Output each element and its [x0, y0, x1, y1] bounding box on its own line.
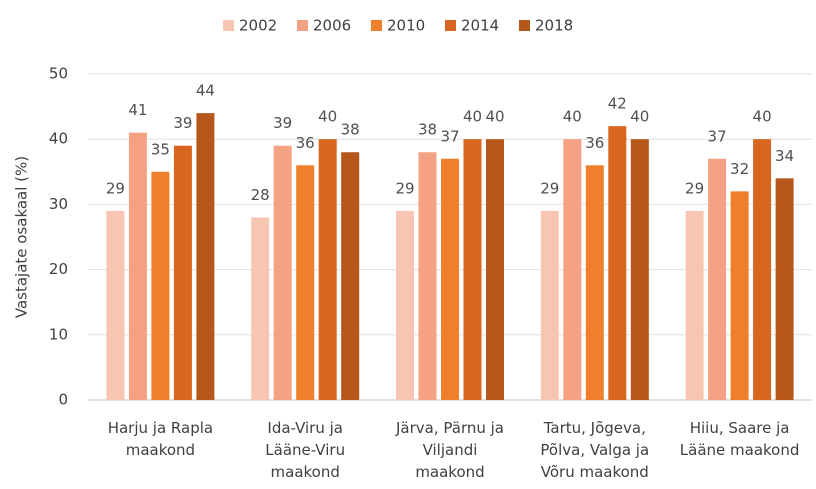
data-label: 40 — [318, 108, 337, 126]
data-label: 38 — [418, 121, 437, 139]
data-label: 40 — [753, 108, 772, 126]
legend-swatch — [445, 20, 456, 31]
bar — [708, 158, 727, 400]
bar — [585, 165, 604, 400]
y-tick-label: 50 — [49, 65, 68, 83]
x-tick-label: Hiiu, Saare ja Lääne maakond — [680, 419, 800, 459]
bar — [396, 210, 414, 400]
data-label: 40 — [485, 108, 504, 126]
data-label: 29 — [685, 179, 704, 197]
data-label: 29 — [395, 179, 414, 197]
data-label: 29 — [540, 179, 559, 197]
bar — [106, 210, 125, 400]
data-label: 39 — [173, 114, 192, 132]
bar — [273, 145, 292, 400]
bar — [463, 139, 482, 400]
data-label: 38 — [341, 121, 360, 139]
x-tick-label: Järva, Pärnu ja Viljandi maakond — [395, 419, 504, 481]
bar — [540, 210, 559, 400]
data-label: 34 — [775, 147, 794, 165]
bar — [418, 152, 437, 400]
bar — [128, 132, 147, 400]
y-axis-label: Vastajate osakaal (%) — [13, 156, 31, 318]
x-tick-label: Tartu, Jõgeva, Põlva, Valga ja Võru maakon… — [540, 419, 649, 481]
bar — [251, 217, 270, 400]
bar — [441, 158, 459, 400]
bar — [196, 113, 215, 401]
x-tick-label: Harju ja Rapla maakond — [108, 419, 213, 459]
bar — [775, 178, 794, 400]
y-tick-label: 0 — [58, 391, 68, 409]
bar — [341, 152, 360, 400]
y-tick-label: 40 — [49, 130, 68, 148]
bar — [730, 191, 749, 400]
data-label: 40 — [463, 108, 482, 126]
bar — [608, 126, 627, 400]
data-label: 35 — [151, 140, 170, 158]
data-label: 40 — [563, 108, 582, 126]
legend-swatch — [371, 20, 382, 31]
legend-label: 2006 — [313, 17, 351, 35]
data-label: 39 — [273, 114, 292, 132]
data-label: 28 — [251, 186, 270, 204]
bar — [151, 171, 170, 400]
data-label: 37 — [440, 127, 459, 145]
bar — [173, 145, 192, 400]
legend-swatch — [223, 20, 234, 31]
bar — [685, 210, 704, 400]
data-label: 32 — [730, 160, 749, 178]
data-label: 36 — [296, 134, 315, 152]
data-label: 44 — [196, 82, 215, 100]
y-tick-label: 20 — [49, 260, 68, 278]
x-tick-label: Ida-Viru ja Lääne-Viru maakond — [265, 419, 345, 481]
legend-label: 2010 — [387, 17, 425, 35]
legend-swatch — [519, 20, 530, 31]
bar — [296, 165, 315, 400]
y-tick-label: 10 — [49, 325, 68, 343]
legend-label: 2002 — [239, 17, 277, 35]
legend-swatch — [297, 20, 308, 31]
bar — [753, 139, 772, 400]
data-label: 29 — [106, 179, 125, 197]
y-tick-label: 30 — [49, 195, 68, 213]
legend-label: 2018 — [535, 17, 573, 35]
bar — [486, 139, 504, 400]
legend-label: 2014 — [461, 17, 499, 35]
data-label: 41 — [128, 101, 147, 119]
data-label: 37 — [708, 127, 727, 145]
data-label: 40 — [630, 108, 649, 126]
data-label: 42 — [608, 95, 627, 113]
bar — [563, 139, 582, 400]
bar — [318, 139, 337, 400]
bar — [630, 139, 649, 400]
data-label: 36 — [585, 134, 604, 152]
